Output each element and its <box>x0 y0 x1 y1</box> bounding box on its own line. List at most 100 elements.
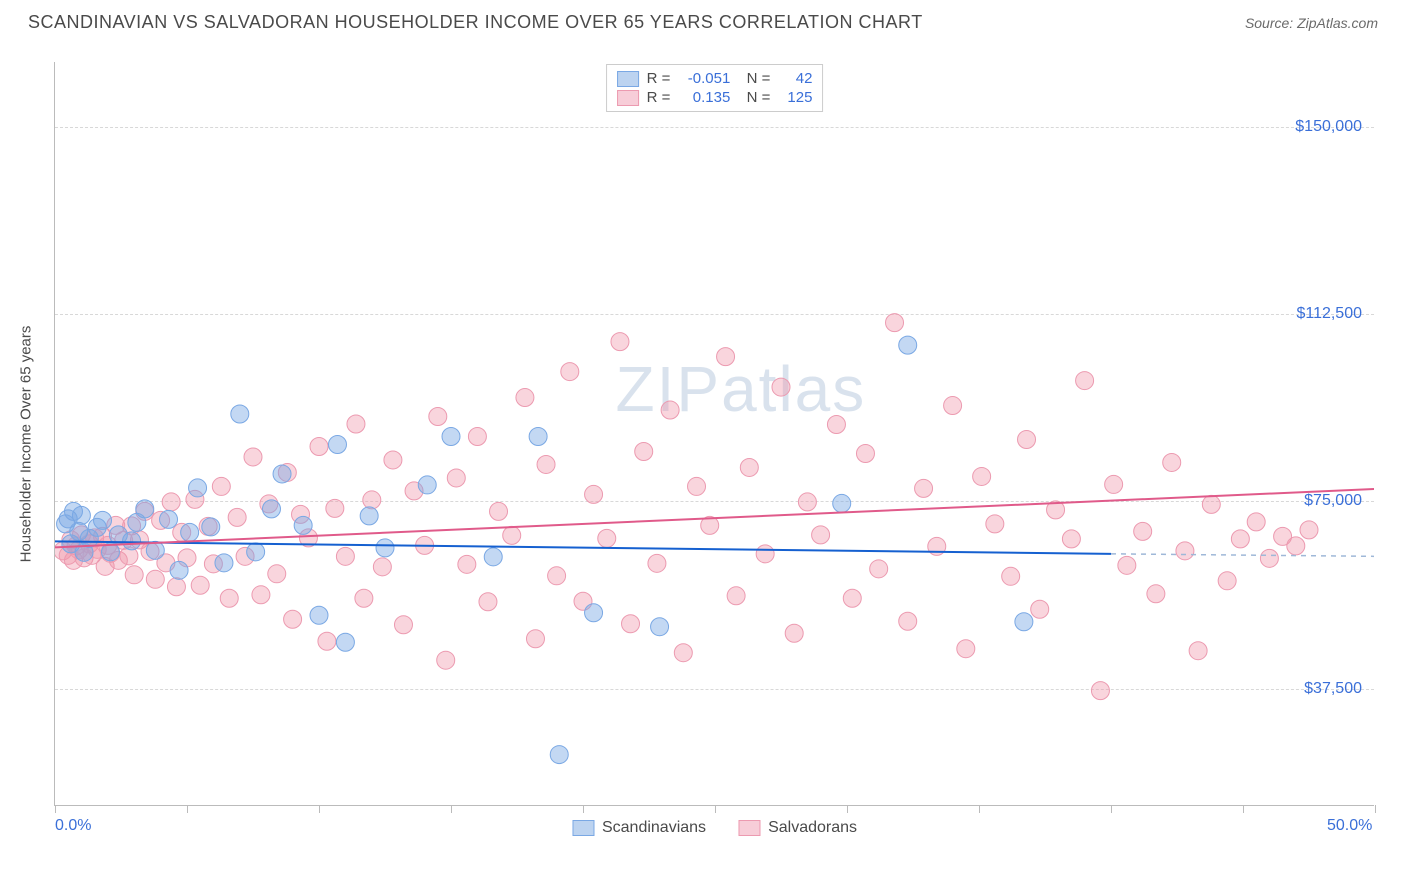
scatter-point <box>635 442 653 460</box>
chart-title: SCANDINAVIAN VS SALVADORAN HOUSEHOLDER I… <box>28 12 923 33</box>
scatter-point <box>484 548 502 566</box>
scatter-point <box>812 526 830 544</box>
scatter-point <box>384 451 402 469</box>
scatter-point <box>1147 585 1165 603</box>
scatter-point <box>957 640 975 658</box>
scatter-point <box>215 554 233 572</box>
y-axis-label: Householder Income Over 65 years <box>18 326 35 563</box>
scatter-point <box>310 606 328 624</box>
chart-container: Householder Income Over 65 years ZIPatla… <box>54 54 1386 834</box>
n-value-salvadorans: 125 <box>778 89 812 106</box>
scatter-point <box>611 333 629 351</box>
scatter-point <box>1062 530 1080 548</box>
scatter-point <box>973 467 991 485</box>
scatter-point <box>1076 372 1094 390</box>
scatter-point <box>915 479 933 497</box>
scatter-point <box>458 555 476 573</box>
scatter-point <box>355 589 373 607</box>
n-value-scandinavians: 42 <box>778 70 812 87</box>
scatter-point <box>537 455 555 473</box>
scatter-point <box>1218 572 1236 590</box>
scatter-point <box>899 336 917 354</box>
scatter-point <box>529 427 547 445</box>
scatter-svg <box>55 62 1374 805</box>
scatter-point <box>442 427 460 445</box>
scatter-point <box>651 618 669 636</box>
scatter-point <box>328 435 346 453</box>
legend-bottom: Scandinavians Salvadorans <box>572 819 857 837</box>
scatter-point <box>798 493 816 511</box>
scatter-point <box>503 526 521 544</box>
x-tick <box>187 805 188 813</box>
x-tick <box>1375 805 1376 813</box>
x-tick <box>451 805 452 813</box>
scatter-point <box>526 630 544 648</box>
scatter-point <box>717 348 735 366</box>
scatter-point <box>373 558 391 576</box>
scatter-point <box>336 547 354 565</box>
scatter-point <box>294 516 312 534</box>
scatter-point <box>125 566 143 584</box>
scatter-point <box>189 479 207 497</box>
scatter-point <box>1105 475 1123 493</box>
scatter-point <box>1189 642 1207 660</box>
scatter-point <box>273 465 291 483</box>
scatter-point <box>284 610 302 628</box>
trend-line <box>55 489 1374 547</box>
scatter-point <box>376 539 394 557</box>
scatter-point <box>360 507 378 525</box>
scatter-point <box>674 644 692 662</box>
scatter-point <box>490 502 508 520</box>
x-tick <box>1111 805 1112 813</box>
scatter-point <box>136 500 154 518</box>
scatter-point <box>1287 537 1305 555</box>
scatter-point <box>944 397 962 415</box>
scatter-point <box>220 589 238 607</box>
scatter-point <box>170 561 188 579</box>
scatter-point <box>899 612 917 630</box>
scatter-point <box>1015 613 1033 631</box>
r-value-scandinavians: -0.051 <box>678 70 730 87</box>
stats-legend-box: R = -0.051 N = 42 R = 0.135 N = 125 <box>606 64 824 112</box>
scatter-point <box>347 415 365 433</box>
trend-line-extrapolated <box>1111 554 1374 556</box>
scatter-point <box>479 593 497 611</box>
scatter-point <box>268 565 286 583</box>
stats-row-salvadorans: R = 0.135 N = 125 <box>617 88 813 107</box>
scatter-point <box>833 494 851 512</box>
scatter-point <box>123 532 141 550</box>
scatter-point <box>429 408 447 426</box>
legend-swatch-salvadorans <box>738 820 760 836</box>
scatter-point <box>212 477 230 495</box>
scatter-point <box>363 491 381 509</box>
chart-header: SCANDINAVIAN VS SALVADORAN HOUSEHOLDER I… <box>0 0 1406 41</box>
scatter-point <box>468 427 486 445</box>
scatter-point <box>585 485 603 503</box>
scatter-point <box>447 469 465 487</box>
scatter-point <box>247 543 265 561</box>
scatter-point <box>856 444 874 462</box>
scatter-point <box>228 508 246 526</box>
x-tick-label: 0.0% <box>55 817 91 835</box>
scatter-point <box>231 405 249 423</box>
scatter-point <box>585 604 603 622</box>
scatter-point <box>886 314 904 332</box>
scatter-point <box>986 515 1004 533</box>
x-tick <box>979 805 980 813</box>
scatter-point <box>827 416 845 434</box>
scatter-point <box>1176 542 1194 560</box>
scatter-point <box>1202 495 1220 513</box>
scatter-point <box>1018 430 1036 448</box>
scatter-point <box>772 378 790 396</box>
scatter-point <box>622 615 640 633</box>
swatch-salvadorans <box>617 90 639 106</box>
scatter-point <box>326 499 344 517</box>
scatter-point <box>550 746 568 764</box>
scatter-point <box>181 523 199 541</box>
scatter-point <box>394 616 412 634</box>
legend-label-salvadorans: Salvadorans <box>768 819 857 837</box>
legend-item-salvadorans: Salvadorans <box>738 819 857 837</box>
scatter-point <box>318 632 336 650</box>
scatter-point <box>688 477 706 495</box>
scatter-point <box>870 560 888 578</box>
